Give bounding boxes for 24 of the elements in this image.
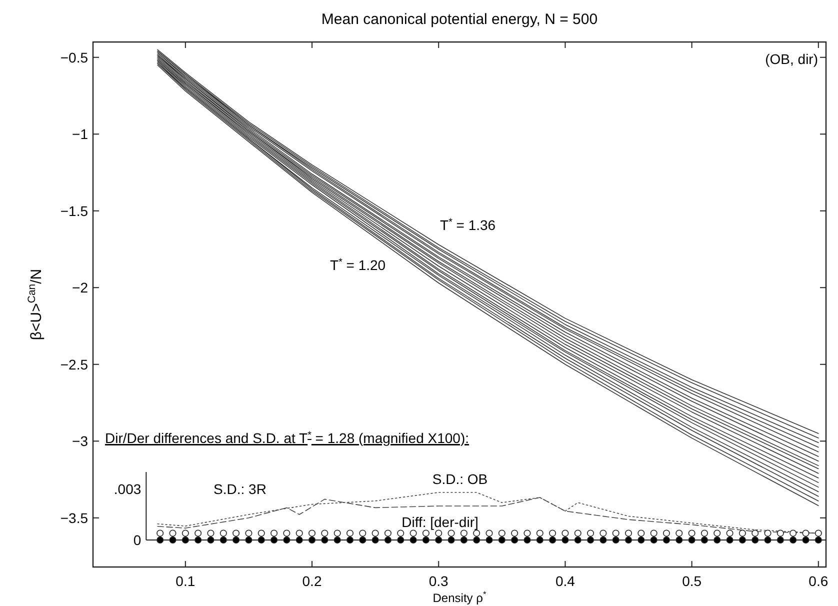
y-tick-label: 0: [133, 532, 142, 548]
y-tick-label: −1: [72, 126, 88, 142]
x-tick-label: 0.2: [302, 573, 322, 589]
x-tick-label: 0.5: [682, 573, 702, 589]
x-tick-label: 0.6: [808, 573, 828, 589]
series-label: S.D.: 3R: [214, 481, 266, 497]
annotation: T$^{*}$ = 1.36: [440, 216, 496, 233]
series-label: Diff: [der-dir]: [402, 514, 478, 530]
x-tick-label: 0.1: [176, 573, 196, 589]
series-label: S.D.: OB: [432, 471, 488, 487]
annotation: (OB, dir): [765, 51, 818, 67]
chart-title: Mean canonical potential energy, N = 500: [321, 11, 598, 28]
y-tick-label: −1.5: [60, 202, 88, 219]
y-tick-label: −0.5: [60, 49, 88, 66]
chart-title: Dir/Der differences and S.D. at T$^{*}$ = 1.28 (magnified X100):: [105, 430, 470, 446]
y-tick-label: −2.5: [60, 356, 88, 372]
x-tick-label: 0.3: [428, 573, 449, 589]
y-tick-label: −3: [72, 433, 88, 450]
x-tick-label: 0.4: [555, 573, 576, 589]
y-tick-label: −2: [72, 280, 88, 296]
annotation: T$^{*}$ = 1.20: [330, 256, 386, 273]
y-tick-label: −3.5: [60, 510, 88, 526]
y-tick-label: .003: [114, 481, 142, 497]
x-axis-title: Density ρ$^{*}$: [432, 589, 487, 605]
